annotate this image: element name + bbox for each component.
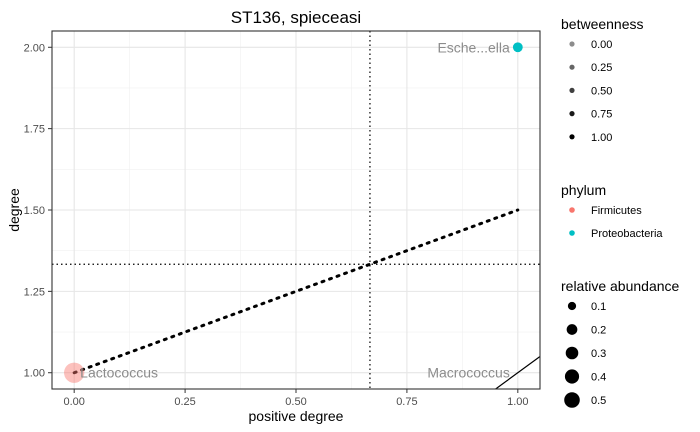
chart-title: ST136, spieceasi	[231, 8, 361, 27]
legend-key-label: 0.3	[591, 348, 606, 360]
y-tick-label: 2.00	[24, 42, 45, 54]
y-tick-label: 1.50	[24, 205, 45, 217]
x-tick-label: 1.00	[507, 396, 528, 408]
x-tick-label: 0.00	[63, 396, 84, 408]
expected-degree-line	[72, 208, 520, 375]
x-axis-label: positive degree	[249, 408, 344, 424]
x-tick-label: 0.50	[285, 396, 306, 408]
point-label: Lactococcus	[80, 365, 158, 381]
legend-key-symbol	[569, 64, 575, 70]
solid-diagonal-line	[495, 355, 540, 389]
legend-phylum: phylum Firmicutes Proteobacteria	[561, 182, 663, 240]
legend-key-label: 0.00	[591, 39, 612, 51]
y-axis: 1.00 1.25 1.50 1.75 2.00	[24, 42, 52, 380]
point-label: Macrococcus	[427, 365, 509, 381]
legend-key-symbol	[569, 111, 575, 117]
legend-key-label: 0.50	[591, 85, 612, 97]
legend-key-label: 1.00	[591, 132, 612, 144]
legend-key-label: Proteobacteria	[591, 228, 663, 240]
legend-key-symbol	[569, 230, 575, 236]
legend-betweenness: betweenness 0.00 0.25 0.50 0.75 1.00	[561, 16, 644, 144]
legend-key-symbol	[564, 369, 580, 384]
point-labels: Lactococcus Esche...ella Macrococcus	[80, 39, 510, 380]
y-tick-label: 1.00	[24, 368, 45, 380]
y-tick-label: 1.75	[24, 124, 45, 136]
x-axis: 0.00 0.25 0.50 0.75 1.00	[63, 389, 529, 408]
legend-title: relative abundance	[561, 278, 680, 294]
legend-key-label: 0.75	[591, 109, 612, 121]
legend-key-label: Firmicutes	[591, 205, 642, 217]
legend-key-label: 0.1	[591, 301, 606, 313]
y-tick-label: 1.25	[24, 286, 45, 298]
x-tick-label: 0.75	[396, 396, 417, 408]
legend-title: phylum	[561, 182, 606, 198]
legend-key-symbol	[569, 41, 575, 47]
legend-key-label: 0.5	[591, 395, 606, 407]
reference-lines	[52, 31, 540, 389]
legend-key-symbol	[564, 392, 580, 408]
y-axis-label: degree	[6, 188, 22, 232]
legend-key-symbol	[566, 324, 578, 335]
x-tick-label: 0.25	[174, 396, 195, 408]
legend-key-label: 0.4	[591, 372, 606, 384]
point-label: Esche...ella	[437, 39, 510, 55]
plot-panel: Lactococcus Esche...ella Macrococcus	[51, 30, 541, 390]
legend-relative-abundance: relative abundance 0.1 0.2 0.3 0.4 0.5	[561, 278, 680, 408]
legend-key-symbol	[565, 346, 579, 360]
data-points	[64, 42, 523, 383]
legend-key-symbol	[567, 301, 577, 311]
legend-key-label: 0.2	[591, 325, 606, 337]
legend-area: betweenness 0.00 0.25 0.50 0.75 1.00 phylum Fir…	[561, 16, 680, 408]
data-point	[64, 362, 85, 383]
data-point	[512, 42, 523, 53]
legend-key-symbol	[569, 134, 575, 140]
legend-key-symbol	[569, 87, 575, 93]
legend-key-label: 0.25	[591, 62, 612, 74]
legend-key-symbol	[569, 207, 575, 213]
legend-title: betweenness	[561, 16, 644, 32]
